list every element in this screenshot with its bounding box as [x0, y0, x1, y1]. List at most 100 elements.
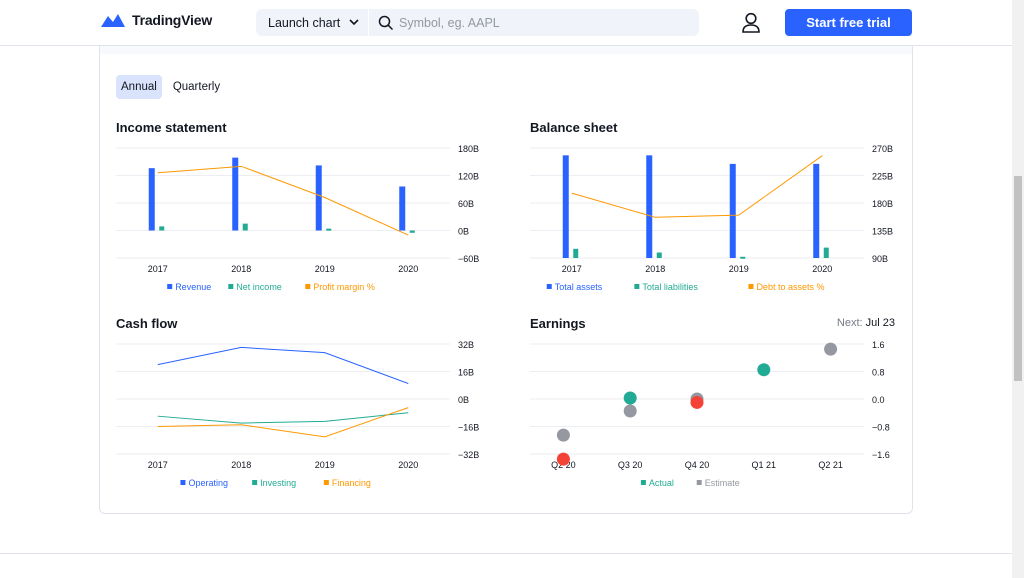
x-tick-label: Q2 21 — [818, 460, 843, 470]
chevron-down-icon — [349, 19, 359, 26]
legend-label: Revenue — [175, 282, 211, 292]
legend-swatch — [323, 480, 329, 485]
symbol-search-input[interactable]: Symbol, eg. AAPL — [369, 9, 699, 36]
y-tick-label: 0B — [458, 227, 469, 237]
y-tick-label: 270B — [872, 144, 893, 154]
legend-label: Operating — [188, 478, 228, 488]
bar — [159, 226, 165, 231]
cash-flow-title: Cash flow — [116, 316, 178, 331]
x-tick-label: 2018 — [645, 264, 665, 274]
bar — [562, 155, 569, 258]
bar — [813, 163, 820, 258]
legend-swatch — [305, 284, 311, 289]
tradingview-logo[interactable]: TradingView — [100, 12, 212, 28]
y-tick-label: −60B — [458, 254, 479, 264]
y-tick-label: −32B — [458, 450, 479, 460]
period-tabs: Annual Quarterly — [116, 75, 225, 99]
income-statement-chart: 180B 120B 60B 0B −60B 2017 2018 2019 2020 Revenue… — [116, 144, 479, 292]
y-tick-label: 16B — [458, 368, 474, 378]
tab-quarterly[interactable]: Quarterly — [172, 81, 221, 93]
x-tick-label: 2019 — [315, 264, 335, 274]
legend-swatch — [167, 284, 173, 289]
bar — [740, 256, 746, 259]
x-tick-label: 2018 — [231, 460, 251, 470]
next-date: Jul 23 — [865, 317, 895, 329]
y-tick-label: −1.6 — [872, 450, 890, 460]
brand-name: TradingView — [132, 12, 213, 28]
card-top-band — [100, 46, 912, 54]
x-tick-label: 2020 — [398, 264, 418, 274]
bar — [242, 223, 248, 231]
x-tick-label: 2020 — [398, 460, 418, 470]
x-tick-label: Q4 20 — [685, 460, 710, 470]
line-series — [157, 165, 409, 236]
user-icon[interactable] — [741, 12, 761, 33]
bar — [399, 186, 406, 231]
y-tick-label: 1.6 — [872, 340, 885, 350]
y-tick-label: 180B — [872, 199, 893, 209]
legend-label: Investing — [260, 478, 296, 488]
actual-point — [757, 363, 771, 377]
y-tick-label: 180B — [458, 144, 479, 154]
bar — [729, 163, 736, 258]
legend-label: Financing — [332, 478, 371, 488]
legend-label: Net income — [236, 282, 282, 292]
y-tick-label: 120B — [458, 172, 479, 182]
earnings-title: Earnings — [530, 316, 586, 331]
legend-label: Profit margin % — [313, 282, 375, 292]
x-tick-label: 2019 — [729, 264, 749, 274]
y-tick-label: 0.0 — [872, 395, 885, 405]
top-navigation-bar: TradingView Launch chart Symbol, eg. AAP… — [0, 0, 1012, 46]
line-series — [157, 412, 409, 424]
bar — [573, 248, 579, 258]
line-series — [157, 346, 409, 385]
legend-label: Actual — [649, 478, 674, 488]
tab-annual[interactable]: Annual — [116, 75, 162, 99]
legend-swatch — [180, 480, 186, 485]
logo-icon — [101, 14, 125, 27]
bar — [823, 247, 829, 258]
legend-label: Estimate — [705, 478, 740, 488]
x-tick-label: 2019 — [315, 460, 335, 470]
actual-point — [623, 391, 637, 405]
x-tick-label: 2017 — [148, 460, 168, 470]
launch-chart-button[interactable]: Launch chart — [256, 9, 368, 36]
y-tick-label: −0.8 — [872, 423, 890, 433]
x-tick-label: Q1 21 — [752, 460, 777, 470]
legend-swatch — [640, 480, 646, 485]
bar — [148, 168, 155, 231]
legend-swatch — [696, 480, 702, 485]
income-statement-title: Income statement — [116, 120, 227, 135]
search-placeholder: Symbol, eg. AAPL — [399, 15, 500, 30]
estimate-point — [623, 404, 637, 418]
legend-label: Debt to assets % — [756, 282, 824, 292]
next-label: Next: — [836, 317, 863, 329]
y-tick-label: 60B — [458, 199, 474, 209]
start-free-trial-button[interactable]: Start free trial — [785, 9, 912, 36]
legend-swatch — [748, 284, 754, 289]
x-tick-label: 2020 — [812, 264, 832, 274]
financials-card — [99, 46, 913, 514]
balance-sheet-chart: 270B 225B 180B 135B 90B 2017 2018 2019 2020 Total… — [530, 144, 893, 292]
bar — [326, 228, 332, 231]
page-divider — [0, 553, 1012, 554]
estimate-point — [556, 428, 570, 442]
actual-point — [690, 395, 704, 409]
bar — [646, 155, 653, 258]
y-tick-label: 32B — [458, 340, 474, 350]
x-tick-label: 2017 — [148, 264, 168, 274]
legend-swatch — [546, 284, 552, 289]
bar — [656, 252, 662, 258]
legend-label: Total assets — [555, 282, 603, 292]
y-tick-label: −16B — [458, 423, 479, 433]
x-tick-label: 2017 — [562, 264, 582, 274]
legend-swatch — [228, 284, 234, 289]
scrollbar-thumb[interactable] — [1014, 176, 1022, 381]
x-tick-label: 2018 — [231, 264, 251, 274]
bar — [315, 165, 322, 231]
bar — [232, 157, 239, 231]
y-tick-label: 0.8 — [872, 368, 885, 378]
line-series — [157, 407, 409, 438]
legend-swatch — [252, 480, 258, 485]
balance-sheet-title: Balance sheet — [530, 120, 618, 135]
